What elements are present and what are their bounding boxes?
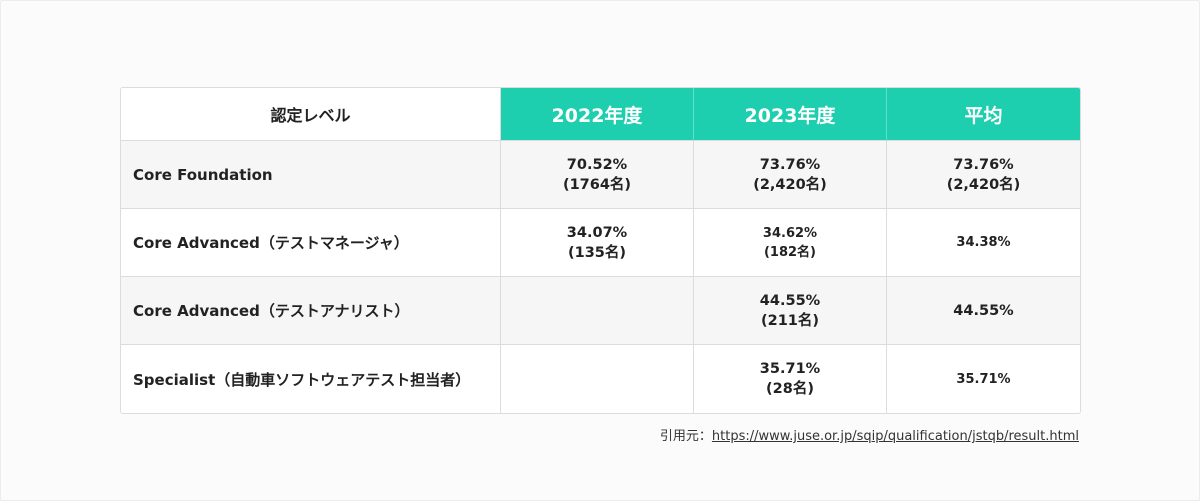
table-row: Specialist（自動車ソフトウェアテスト担当者） 35.71% (28名)…: [121, 345, 1080, 413]
cell-count: (182名): [763, 244, 817, 260]
table-header-row: 認定レベル 2022年度 2023年度 平均: [121, 88, 1080, 141]
cell-2022-empty: [501, 277, 694, 345]
cell-2022: 34.07% (135名): [501, 209, 694, 277]
header-2023: 2023年度: [694, 88, 887, 141]
cell-2022-empty: [501, 345, 694, 413]
header-average: 平均: [887, 88, 1080, 141]
table-row: Core Foundation 70.52% (1764名) 73.76% (2…: [121, 141, 1080, 209]
cell-count: (135名): [567, 244, 627, 261]
cell-count: (2,420名): [946, 176, 1021, 193]
cell-percent: 34.62%: [762, 225, 818, 241]
cell-count: (2,420名): [753, 176, 827, 193]
cell-2023: 44.55% (211名): [694, 277, 887, 345]
cell-2023: 35.71% (28名): [694, 345, 887, 413]
row-level-label: Core Advanced（テストマネージャ）: [121, 209, 501, 277]
cell-percent: 34.07%: [566, 224, 628, 241]
cell-average: 44.55%: [887, 277, 1080, 345]
cell-percent: 44.55%: [759, 292, 821, 309]
pass-rate-table: 認定レベル 2022年度 2023年度 平均 Core Foundation 7…: [120, 87, 1081, 414]
cell-percent: 34.38%: [956, 235, 1011, 250]
header-2022: 2022年度: [501, 88, 694, 141]
cell-count: (1764名): [562, 176, 632, 193]
cell-percent: 70.52%: [566, 156, 628, 173]
cell-percent: 44.55%: [953, 302, 1014, 319]
cell-average: 73.76% (2,420名): [887, 141, 1080, 209]
header-level: 認定レベル: [121, 88, 501, 141]
source-link[interactable]: https://www.juse.or.jp/sqip/qualificatio…: [711, 429, 1079, 444]
row-level-label: Specialist（自動車ソフトウェアテスト担当者）: [121, 345, 501, 413]
cell-percent: 73.76%: [953, 156, 1014, 173]
source-citation: 引用元：https://www.juse.or.jp/sqip/qualific…: [660, 425, 1079, 444]
cell-percent: 35.71%: [956, 371, 1011, 387]
row-level-label: Core Foundation: [121, 141, 501, 209]
cell-count: (28名): [766, 381, 814, 397]
cell-average: 35.71%: [887, 345, 1080, 413]
row-level-label: Core Advanced（テストアナリスト）: [121, 277, 501, 345]
table-row: Core Advanced（テストマネージャ） 34.07% (135名) 34…: [121, 209, 1080, 277]
cell-2023: 34.62% (182名): [694, 209, 887, 277]
cell-percent: 73.76%: [759, 156, 821, 173]
source-prefix: 引用元：: [659, 429, 712, 444]
cell-2023: 73.76% (2,420名): [694, 141, 887, 209]
cell-average: 34.38%: [887, 209, 1080, 277]
cell-percent: 35.71%: [759, 361, 821, 377]
cell-count: (211名): [760, 312, 820, 329]
table-row: Core Advanced（テストアナリスト） 44.55% (211名) 44…: [121, 277, 1080, 345]
cell-2022: 70.52% (1764名): [501, 141, 694, 209]
